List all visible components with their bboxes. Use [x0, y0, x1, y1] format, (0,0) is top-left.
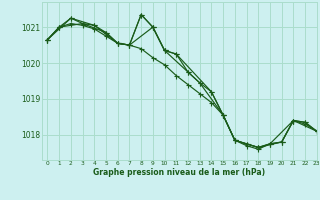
X-axis label: Graphe pression niveau de la mer (hPa): Graphe pression niveau de la mer (hPa) — [93, 168, 265, 177]
